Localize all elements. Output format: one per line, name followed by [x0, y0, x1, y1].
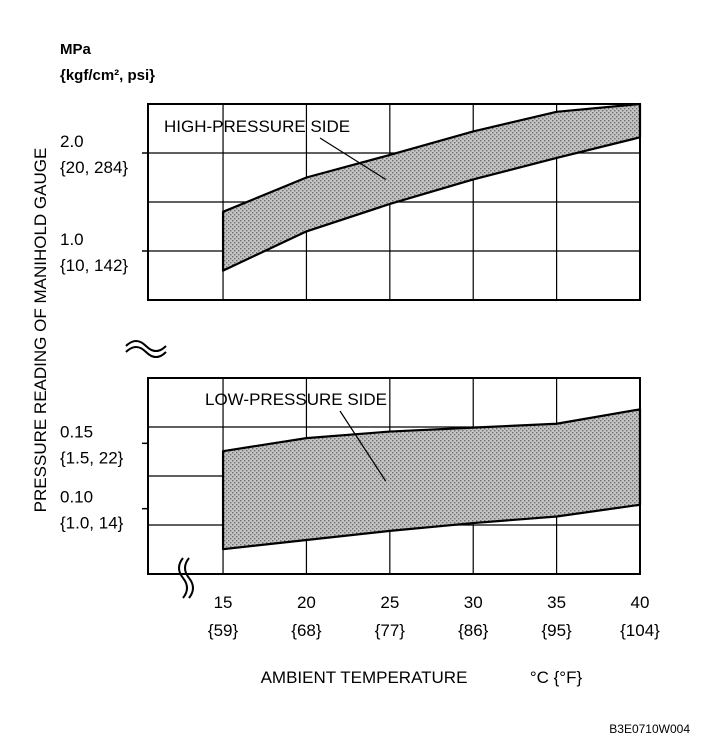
x-tick-label-f: {59}: [208, 621, 239, 640]
x-tick-label-c: 35: [547, 593, 566, 612]
band-low-pressure: [221, 408, 642, 551]
y-axis-title: PRESSURE READING OF MANIHOLD GAUGE: [31, 148, 50, 513]
y-tick-sublabel: {10, 142}: [60, 256, 128, 275]
y-tick-sublabel: {1.0, 14}: [60, 514, 124, 533]
axis-break-marks: [125, 340, 194, 599]
y-tick-label: 1.0: [60, 230, 84, 249]
panel-frame-low: [147, 377, 641, 575]
band-label-low: LOW-PRESSURE SIDE: [205, 390, 387, 409]
unit-label-kgf-psi: {kgf/cm², psi}: [60, 67, 155, 84]
x-tick-label-c: 40: [631, 593, 650, 612]
x-tick-label-c: 25: [380, 593, 399, 612]
tick-labels: 2.0 {20, 284} 1.0 {10, 142} 0.15 {1.5, 22} 0.1…: [60, 132, 660, 640]
x-tick-label-c: 30: [464, 593, 483, 612]
x-tick-label-f: {86}: [458, 621, 489, 640]
leader-line-low: [339, 410, 387, 482]
x-axis-unit: °C {°F}: [530, 668, 583, 687]
x-tick-label-c: 15: [214, 593, 233, 612]
x-axis-title: AMBIENT TEMPERATURE: [261, 668, 468, 687]
leader-line-high: [319, 137, 387, 180]
panel-frame-high: [147, 103, 641, 301]
figure-code: B3E0710W004: [609, 722, 690, 736]
y-tick-sublabel: {20, 284}: [60, 158, 128, 177]
y-tick-label: 0.15: [60, 422, 93, 441]
y-tick-label: 0.10: [60, 488, 93, 507]
chart-frame: [147, 103, 641, 575]
x-tick-label-f: {104}: [620, 621, 660, 640]
pressure-bands: [221, 102, 642, 551]
x-tick-label-f: {68}: [291, 621, 322, 640]
band-label-high: HIGH-PRESSURE SIDE: [164, 117, 350, 136]
unit-label-mpa: MPa: [60, 41, 92, 58]
y-tick-sublabel: {1.5, 22}: [60, 448, 124, 467]
x-tick-label-f: {95}: [541, 621, 572, 640]
x-tick-label-c: 20: [297, 593, 316, 612]
y-tick-label: 2.0: [60, 132, 84, 151]
x-tick-label-f: {77}: [375, 621, 406, 640]
